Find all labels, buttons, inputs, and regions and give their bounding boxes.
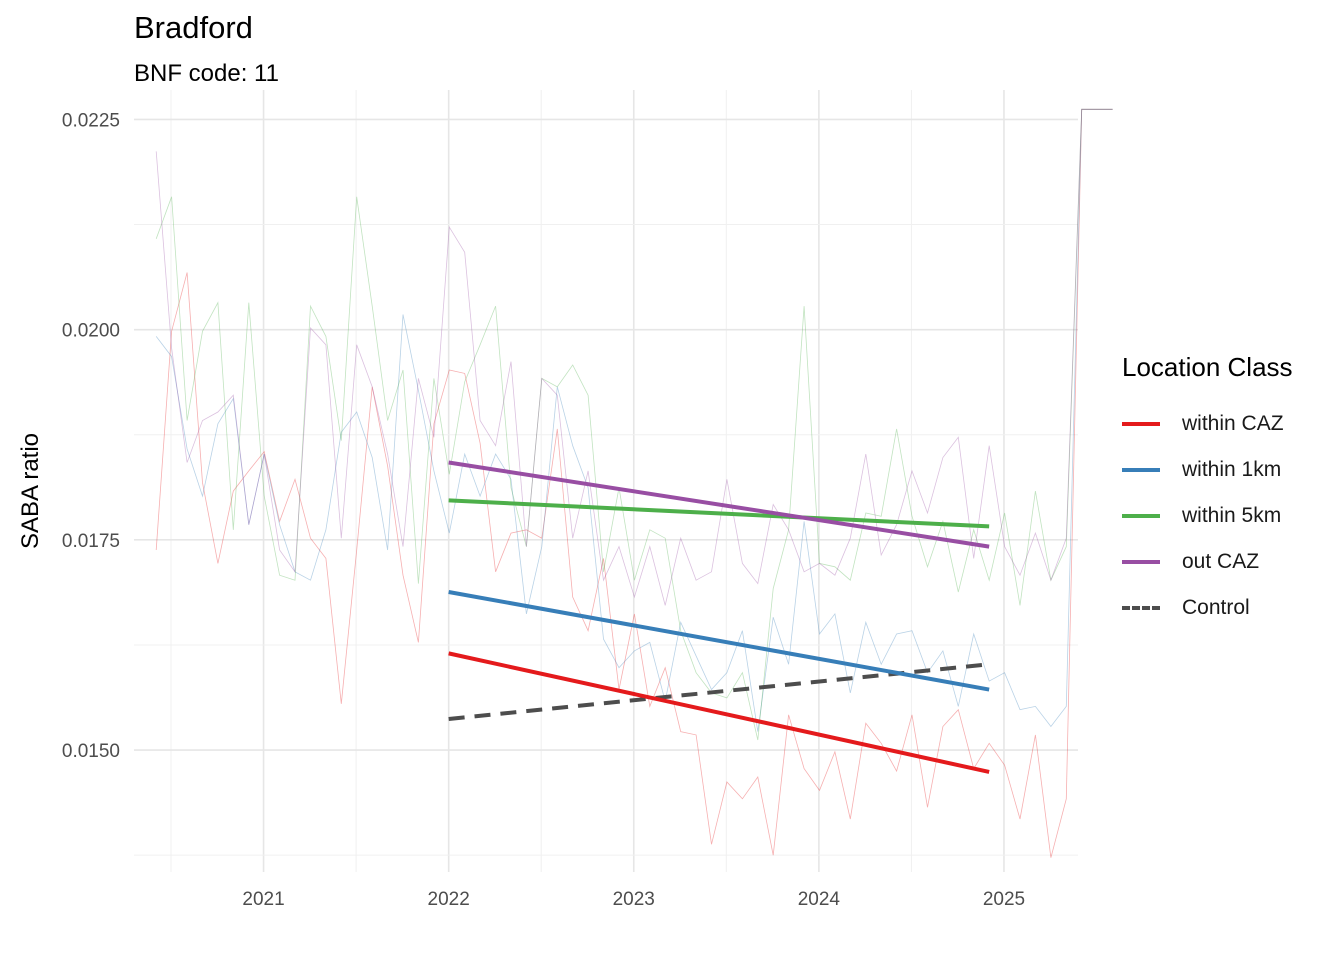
x-tick-label: 2024	[798, 889, 841, 910]
legend-label: Control	[1182, 596, 1250, 619]
legend-label: out CAZ	[1182, 550, 1260, 573]
trend-line-out-caz	[448, 460, 990, 549]
trend-line-within-caz	[448, 651, 990, 774]
trend-line-within-5km	[448, 498, 990, 529]
legend-key-within-1km	[1122, 468, 1160, 472]
legend-key-control	[1122, 606, 1160, 610]
trend-line-within-1km	[448, 590, 990, 692]
legend-key-out-caz	[1122, 560, 1160, 564]
series-line-within-caz	[155, 108, 1113, 858]
series-line-within-1km	[155, 108, 1113, 732]
legend-label: within CAZ	[1182, 412, 1284, 435]
y-tick-label: 0.0200	[62, 321, 120, 342]
legend-item-control: Control	[1122, 585, 1293, 631]
series-line-within-5km	[155, 108, 1113, 741]
y-tick-label: 0.0175	[62, 531, 120, 552]
legend-item-within-caz: within CAZ	[1122, 401, 1293, 447]
legend-title: Location Class	[1122, 352, 1293, 382]
legend-item-out-caz: out CAZ	[1122, 539, 1293, 585]
x-tick-label: 2021	[242, 889, 284, 910]
chart-title: Bradford	[134, 10, 253, 45]
legend-key-within-caz	[1122, 422, 1160, 426]
x-tick-label: 2025	[983, 889, 1025, 910]
chart-subtitle: BNF code: 11	[134, 60, 279, 87]
legend-item-within-1km: within 1km	[1122, 447, 1293, 493]
y-axis-title: SABA ratio	[17, 433, 44, 549]
y-tick-label: 0.0150	[62, 741, 120, 762]
legend-label: within 1km	[1182, 458, 1282, 481]
x-tick-label: 2022	[428, 889, 470, 910]
y-tick-label: 0.0225	[62, 110, 120, 131]
legend-label: within 5km	[1182, 504, 1282, 527]
legend: Location Class within CAZ within 1km withi…	[1122, 352, 1293, 631]
series-line-out-caz	[155, 108, 1113, 606]
legend-key-within-5km	[1122, 514, 1160, 518]
x-tick-label: 2023	[613, 889, 655, 910]
legend-item-within-5km: within 5km	[1122, 493, 1293, 539]
